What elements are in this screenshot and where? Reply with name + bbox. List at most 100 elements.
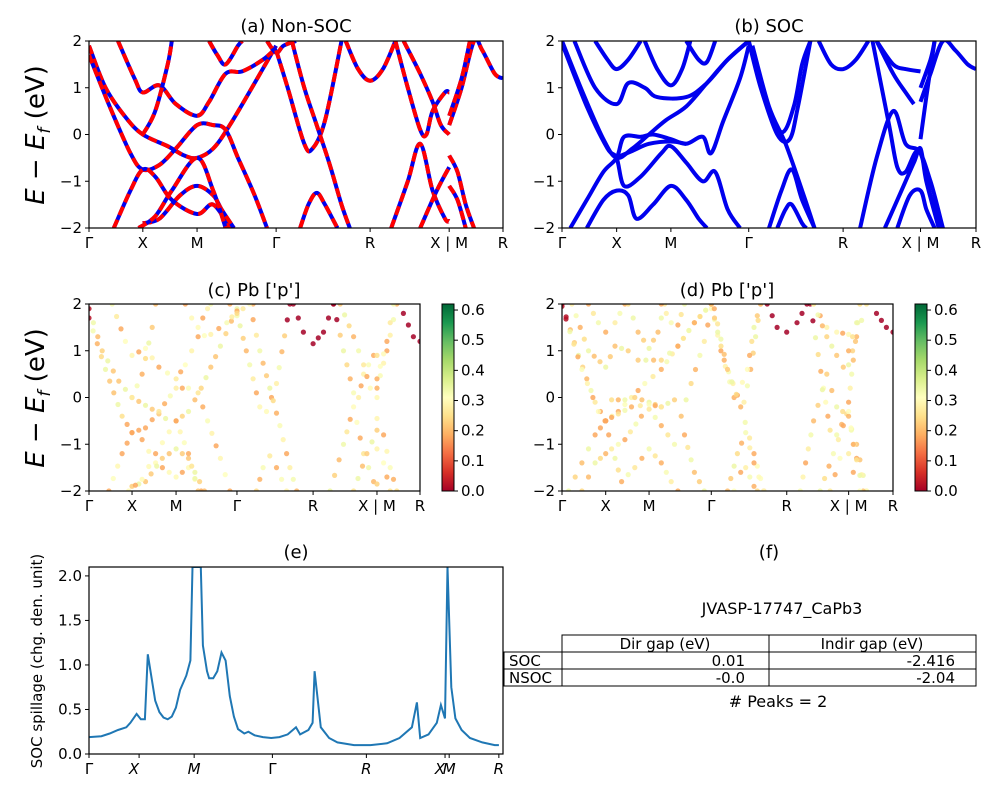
projection-point bbox=[208, 331, 214, 337]
projection-point bbox=[337, 332, 343, 338]
ytick-label: 2 bbox=[72, 32, 82, 50]
projection-point bbox=[761, 488, 767, 491]
projection-point bbox=[603, 329, 609, 335]
projection-point bbox=[263, 408, 270, 415]
projection-point bbox=[122, 338, 128, 344]
xtick-label: X bbox=[128, 760, 140, 778]
projection-point bbox=[240, 306, 246, 312]
projection-point bbox=[633, 421, 639, 427]
projection-point bbox=[619, 345, 625, 351]
projection-point bbox=[731, 488, 737, 491]
projection-point bbox=[179, 385, 185, 391]
projection-point bbox=[658, 366, 664, 372]
projection-point bbox=[149, 355, 155, 361]
projection-point bbox=[794, 320, 800, 326]
projection-point bbox=[692, 366, 699, 373]
projection-point bbox=[724, 366, 731, 372]
projection-point bbox=[850, 348, 856, 354]
spillage-line bbox=[89, 567, 499, 747]
projection-point bbox=[602, 418, 608, 424]
projection-point bbox=[374, 415, 380, 422]
projection-point bbox=[835, 437, 842, 443]
projection-point bbox=[603, 451, 609, 457]
projection-point bbox=[646, 345, 652, 351]
ytick-label: −2 bbox=[533, 482, 555, 500]
band-dash-band8 bbox=[207, 41, 244, 67]
projection-point bbox=[122, 386, 128, 392]
projection-point bbox=[625, 348, 631, 354]
projection-point bbox=[742, 419, 748, 425]
projection-point bbox=[142, 402, 149, 408]
projection-point bbox=[336, 457, 342, 463]
projection-point bbox=[563, 316, 569, 322]
band-line-band8 bbox=[642, 41, 693, 88]
ytick-label: 1.5 bbox=[58, 611, 82, 629]
projection-point bbox=[205, 418, 211, 424]
ytick-label: 2.0 bbox=[58, 567, 82, 585]
projection-point bbox=[192, 469, 198, 475]
band-dash-band4 bbox=[116, 41, 278, 118]
projection-point bbox=[203, 375, 209, 381]
projection-point bbox=[213, 354, 219, 360]
projection-point bbox=[646, 406, 652, 412]
ytick-label: 0.5 bbox=[58, 700, 82, 718]
projection-point bbox=[573, 313, 579, 319]
projection-point bbox=[359, 463, 366, 469]
projection-point bbox=[142, 355, 149, 362]
projection-point bbox=[733, 391, 739, 397]
projection-point bbox=[189, 463, 195, 469]
projection-point bbox=[332, 472, 338, 478]
projection-point bbox=[374, 394, 380, 401]
projection-point bbox=[136, 427, 142, 433]
projection-point bbox=[167, 393, 173, 399]
colorbar-tick-label: 0.2 bbox=[461, 422, 485, 440]
projection-point bbox=[209, 430, 215, 436]
projection-point bbox=[630, 315, 636, 321]
projection-point bbox=[615, 467, 621, 473]
projection-point bbox=[824, 334, 830, 340]
projection-point bbox=[852, 338, 859, 344]
projection-point bbox=[89, 315, 92, 321]
projection-point bbox=[715, 321, 721, 327]
projection-point bbox=[384, 348, 390, 354]
table-soc-dir: 0.01 bbox=[712, 652, 745, 670]
projection-point bbox=[863, 304, 870, 307]
svg-text:E − Ef (eV): E − Ef (eV) bbox=[21, 328, 55, 468]
projection-point bbox=[89, 306, 92, 312]
projection-point bbox=[374, 352, 380, 358]
xtick-label: R bbox=[308, 497, 318, 515]
xtick-label: R bbox=[888, 497, 898, 515]
projection-point bbox=[284, 317, 290, 323]
ylabel-band-top: E − Ef (eV) bbox=[21, 65, 55, 205]
ytick-label: −2 bbox=[533, 219, 555, 237]
projection-point bbox=[213, 443, 219, 449]
projection-point bbox=[153, 451, 159, 457]
projection-point bbox=[126, 488, 132, 491]
projection-point bbox=[342, 312, 348, 318]
projection-point bbox=[697, 313, 703, 320]
projection-point bbox=[823, 399, 829, 405]
projection-point bbox=[597, 359, 603, 365]
projection-point bbox=[850, 334, 856, 340]
axes-frame bbox=[561, 40, 977, 229]
projection-point bbox=[136, 349, 142, 355]
projection-point bbox=[149, 406, 155, 412]
band-dash-band20 bbox=[447, 154, 476, 228]
axes-frame bbox=[88, 566, 504, 755]
xtick-label: Γ bbox=[707, 497, 716, 515]
ytick-label: −2 bbox=[60, 219, 82, 237]
projection-point bbox=[890, 329, 893, 335]
projection-point bbox=[646, 446, 652, 452]
projection-point bbox=[119, 451, 125, 457]
xtick-label: Γ bbox=[745, 234, 754, 252]
projection-point bbox=[646, 401, 652, 408]
projection-point bbox=[728, 475, 734, 482]
projection-point bbox=[675, 322, 681, 328]
projection-point bbox=[815, 312, 821, 318]
xtick-label: M bbox=[643, 497, 656, 515]
projection-point bbox=[603, 364, 609, 370]
projection-point bbox=[595, 320, 602, 326]
band-dash-band2 bbox=[89, 54, 269, 228]
projection-point bbox=[744, 383, 751, 389]
projection-point bbox=[179, 469, 185, 475]
